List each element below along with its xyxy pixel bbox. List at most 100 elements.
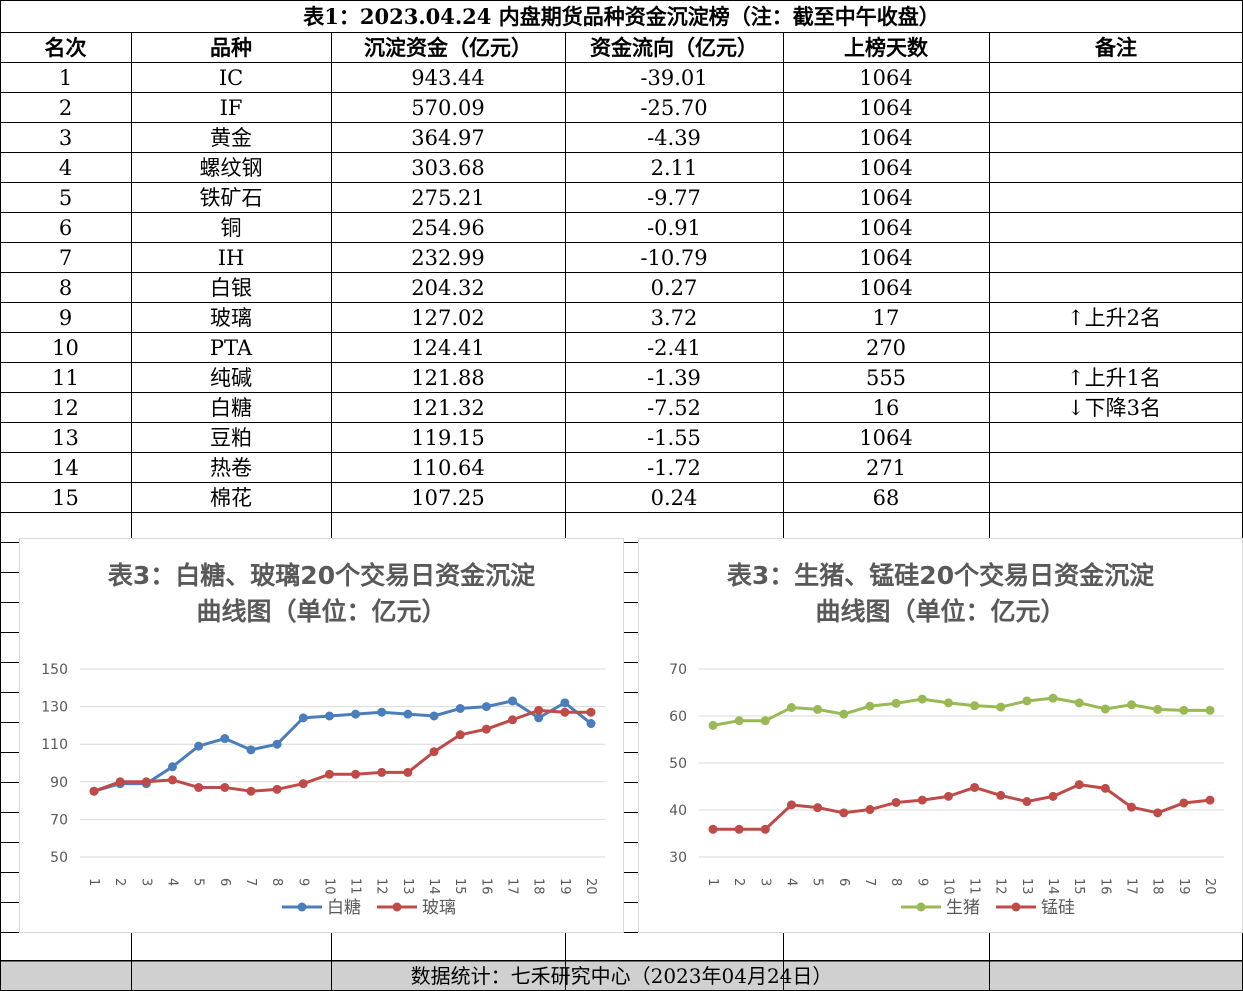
cell-note xyxy=(989,243,1243,273)
data-point xyxy=(324,711,334,721)
cell-product: 玻璃 xyxy=(210,306,252,330)
cell-capital: 943.44 xyxy=(411,66,485,90)
cell-flow: -10.79 xyxy=(640,246,708,270)
data-point xyxy=(839,709,849,719)
cell-rank: 10 xyxy=(52,336,79,360)
cell-rank: 11 xyxy=(52,366,79,390)
chart-title-line1: 表3：生猪、锰硅20个交易日资金沉淀 xyxy=(726,561,1155,590)
data-point xyxy=(298,779,308,789)
data-point xyxy=(194,741,204,751)
cell-flow: -9.77 xyxy=(647,186,701,210)
data-point xyxy=(970,782,980,792)
x-tick-label: 13 xyxy=(1019,878,1034,895)
x-tick-label: 18 xyxy=(531,878,546,895)
legend-entry: 锰硅 xyxy=(996,898,1075,918)
data-point xyxy=(272,784,282,794)
x-tick-label: 4 xyxy=(783,878,798,886)
data-point xyxy=(167,775,177,785)
cell-note xyxy=(989,483,1243,513)
cell-rank: 13 xyxy=(52,426,79,450)
header-days: 上榜天数 xyxy=(844,35,928,60)
x-tick-label: 6 xyxy=(836,878,851,886)
data-point xyxy=(1127,802,1137,812)
cell-days: 270 xyxy=(865,336,907,360)
cell-capital: 127.02 xyxy=(411,306,485,330)
data-point xyxy=(246,786,256,796)
data-point xyxy=(865,701,875,711)
data-point xyxy=(786,800,796,810)
cell-capital: 232.99 xyxy=(411,246,485,270)
cell-flow: -25.70 xyxy=(640,96,708,120)
y-tick-label: 50 xyxy=(50,850,68,866)
y-tick-label: 30 xyxy=(669,850,687,866)
data-point xyxy=(865,805,875,815)
x-tick-label: 6 xyxy=(217,878,232,886)
x-tick-label: 5 xyxy=(810,878,825,886)
cell-flow: 3.72 xyxy=(650,306,698,330)
cell-days: 1064 xyxy=(859,156,913,180)
data-point xyxy=(89,786,99,796)
data-point xyxy=(917,795,927,805)
data-point xyxy=(429,711,439,721)
sugar-glass-chart: 表3：白糖、玻璃20个交易日资金沉淀 曲线图（单位：亿元） 50 70 90 110 1… xyxy=(19,538,624,933)
data-point xyxy=(1100,783,1110,793)
chart-title-line1: 表3：白糖、玻璃20个交易日资金沉淀 xyxy=(107,561,536,590)
data-point xyxy=(943,698,953,708)
data-point xyxy=(1153,704,1163,714)
cell-note xyxy=(989,153,1243,183)
cell-product: 铜 xyxy=(220,216,242,240)
data-point xyxy=(1205,795,1215,805)
chart-title-line2: 曲线图（单位：亿元） xyxy=(815,597,1066,626)
cell-rank: 12 xyxy=(52,396,79,420)
data-point xyxy=(891,698,901,708)
cell-rank: 8 xyxy=(58,276,73,300)
data-point xyxy=(298,713,308,723)
data-point xyxy=(1205,705,1215,715)
legend-label: 白糖 xyxy=(327,898,361,918)
legend-entry: 玻璃 xyxy=(377,898,456,918)
x-tick-label: 18 xyxy=(1150,878,1165,895)
legend-label: 生猪 xyxy=(946,898,980,918)
x-tick-label: 1 xyxy=(705,878,720,886)
data-point xyxy=(481,702,491,712)
data-point xyxy=(586,707,596,717)
cell-note xyxy=(989,123,1243,153)
header-product: 品种 xyxy=(210,35,252,60)
cell-capital: 254.96 xyxy=(411,216,485,240)
legend-entry: 生猪 xyxy=(901,898,980,918)
data-point xyxy=(534,713,544,723)
cell-note: ↑上升2名 xyxy=(1067,306,1161,330)
data-point xyxy=(734,824,744,834)
cell-product: IF xyxy=(219,96,243,120)
legend-marker xyxy=(916,902,926,912)
x-tick-label: 7 xyxy=(862,878,877,886)
data-point xyxy=(455,703,465,713)
x-tick-label: 7 xyxy=(243,878,258,886)
cell-product: 白糖 xyxy=(210,396,252,420)
x-tick-label: 13 xyxy=(400,878,415,895)
cell-note xyxy=(989,183,1243,213)
x-tick-label: 3 xyxy=(757,878,772,886)
header-capital: 沉淀资金（亿元） xyxy=(364,35,532,60)
cell-capital: 204.32 xyxy=(411,276,485,300)
series-line-2 xyxy=(93,708,591,793)
series-line-1 xyxy=(93,699,592,793)
cell-days: 1064 xyxy=(859,426,913,450)
cell-product: PTA xyxy=(209,336,253,360)
cell-note xyxy=(989,273,1243,303)
cell-product: 棉花 xyxy=(210,486,252,510)
cell-capital: 121.32 xyxy=(411,396,485,420)
data-point xyxy=(194,782,204,792)
cell-flow: -1.39 xyxy=(647,366,701,390)
data-point xyxy=(534,705,544,715)
x-tick-label: 3 xyxy=(138,878,153,886)
x-tick-label: 17 xyxy=(1124,878,1139,895)
data-point xyxy=(786,703,796,713)
data-point xyxy=(272,739,282,749)
data-point xyxy=(1179,798,1189,808)
data-point xyxy=(996,790,1006,800)
cell-rank: 5 xyxy=(58,186,73,210)
cell-days: 1064 xyxy=(859,126,913,150)
